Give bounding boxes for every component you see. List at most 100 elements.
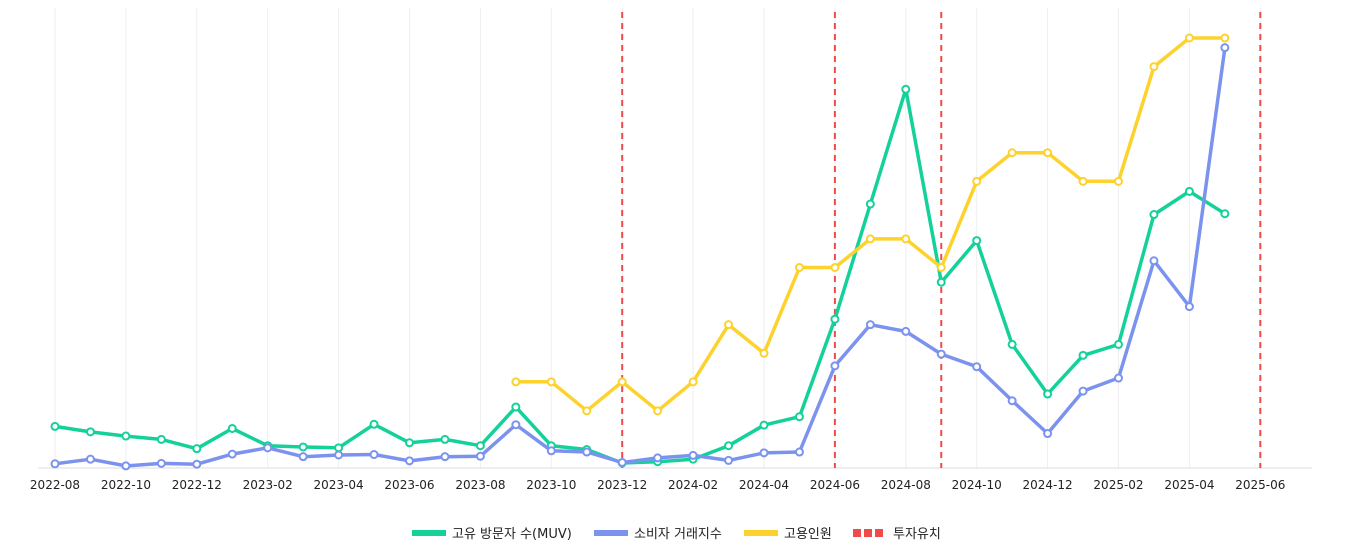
data-point xyxy=(936,349,946,359)
data-point xyxy=(1078,176,1088,186)
x-tick-label: 2025-04 xyxy=(1164,478,1214,492)
data-point xyxy=(405,456,414,466)
legend-label: 고유 방문자 수(MUV) xyxy=(452,527,572,542)
data-point xyxy=(759,448,769,458)
data-point xyxy=(1149,62,1159,72)
data-point xyxy=(972,236,982,246)
data-point xyxy=(298,452,308,462)
x-tick-label: 2024-02 xyxy=(668,478,718,492)
data-point xyxy=(511,402,521,412)
data-point xyxy=(653,453,663,463)
data-point xyxy=(582,406,592,416)
x-tick-label: 2022-12 xyxy=(172,478,222,492)
data-point xyxy=(901,84,911,94)
data-point xyxy=(794,263,804,273)
data-point xyxy=(1007,396,1017,406)
data-point xyxy=(653,406,663,416)
data-point xyxy=(121,461,131,471)
data-point xyxy=(972,362,982,372)
data-point xyxy=(85,427,95,437)
data-point xyxy=(369,419,379,429)
data-point xyxy=(865,199,875,209)
data-point xyxy=(50,421,60,431)
data-point xyxy=(1007,339,1017,349)
x-tick-label: 2025-06 xyxy=(1235,478,1285,492)
data-point xyxy=(405,438,414,448)
data-point xyxy=(440,434,450,444)
data-point xyxy=(617,458,627,468)
legend-swatch xyxy=(864,529,872,537)
data-point xyxy=(546,446,556,456)
data-point xyxy=(688,377,698,387)
data-point xyxy=(334,443,344,453)
investment-marker-lines xyxy=(621,12,1262,468)
x-axis-tick-labels: 2022-08 2022-10 2022-12 2023-02 2023-04 2023-… xyxy=(30,478,1285,492)
x-tick-label: 2024-06 xyxy=(810,478,860,492)
x-tick-label: 2022-08 xyxy=(30,478,80,492)
data-point xyxy=(1220,33,1230,43)
legend-label: 고용인원 xyxy=(784,527,832,542)
data-point xyxy=(759,348,769,358)
data-point xyxy=(50,459,60,469)
series-line xyxy=(53,87,1227,465)
data-point xyxy=(794,447,804,457)
data-point xyxy=(830,361,840,371)
data-point xyxy=(475,451,485,461)
legend: 고유 방문자 수(MUV) 소비자 거래지수 고용인원 투자유치 xyxy=(412,527,941,542)
data-point xyxy=(192,459,202,469)
data-point xyxy=(334,450,344,460)
series-group xyxy=(50,43,1230,471)
x-tick-label: 2024-04 xyxy=(739,478,789,492)
data-point xyxy=(369,450,379,460)
data-point xyxy=(1043,148,1053,158)
data-point xyxy=(1220,209,1230,219)
data-point xyxy=(1043,429,1053,439)
series-group xyxy=(511,33,1230,416)
data-point xyxy=(830,263,840,273)
data-point xyxy=(1184,186,1194,196)
legend-swatch xyxy=(594,530,628,536)
data-point xyxy=(582,447,592,457)
data-point xyxy=(440,452,450,462)
data-point xyxy=(972,176,982,186)
data-point xyxy=(901,326,911,336)
data-point xyxy=(1114,339,1123,349)
legend-label: 소비자 거래지수 xyxy=(634,527,722,542)
data-point xyxy=(1007,148,1017,158)
data-point xyxy=(192,444,202,454)
data-point xyxy=(1114,373,1123,383)
data-point xyxy=(936,277,946,287)
data-point xyxy=(688,450,698,460)
series-line xyxy=(53,45,1227,468)
data-point xyxy=(1184,302,1194,312)
x-tick-label: 2023-08 xyxy=(455,478,505,492)
data-point xyxy=(901,234,911,244)
data-point xyxy=(1149,256,1159,266)
data-point xyxy=(724,455,734,465)
data-point xyxy=(227,423,237,433)
data-point xyxy=(1043,389,1053,399)
data-point xyxy=(1078,350,1088,360)
data-point xyxy=(724,320,734,330)
data-point xyxy=(85,454,95,464)
data-point xyxy=(511,377,521,387)
legend-swatch xyxy=(853,529,861,537)
data-point xyxy=(830,314,840,324)
data-point xyxy=(794,412,804,422)
data-point xyxy=(1220,43,1230,53)
data-point xyxy=(1078,386,1088,396)
data-point xyxy=(724,441,734,451)
data-point xyxy=(617,377,627,387)
data-point xyxy=(156,434,166,444)
data-point xyxy=(263,443,273,453)
x-tick-label: 2024-12 xyxy=(1023,478,1073,492)
legend-label: 투자유치 xyxy=(893,527,941,542)
vertical-grid xyxy=(54,8,1261,468)
data-point xyxy=(475,441,485,451)
data-point xyxy=(546,377,556,387)
series-lines xyxy=(50,33,1230,471)
legend-swatch xyxy=(412,530,446,536)
x-tick-label: 2023-02 xyxy=(243,478,293,492)
x-tick-label: 2024-10 xyxy=(952,478,1002,492)
